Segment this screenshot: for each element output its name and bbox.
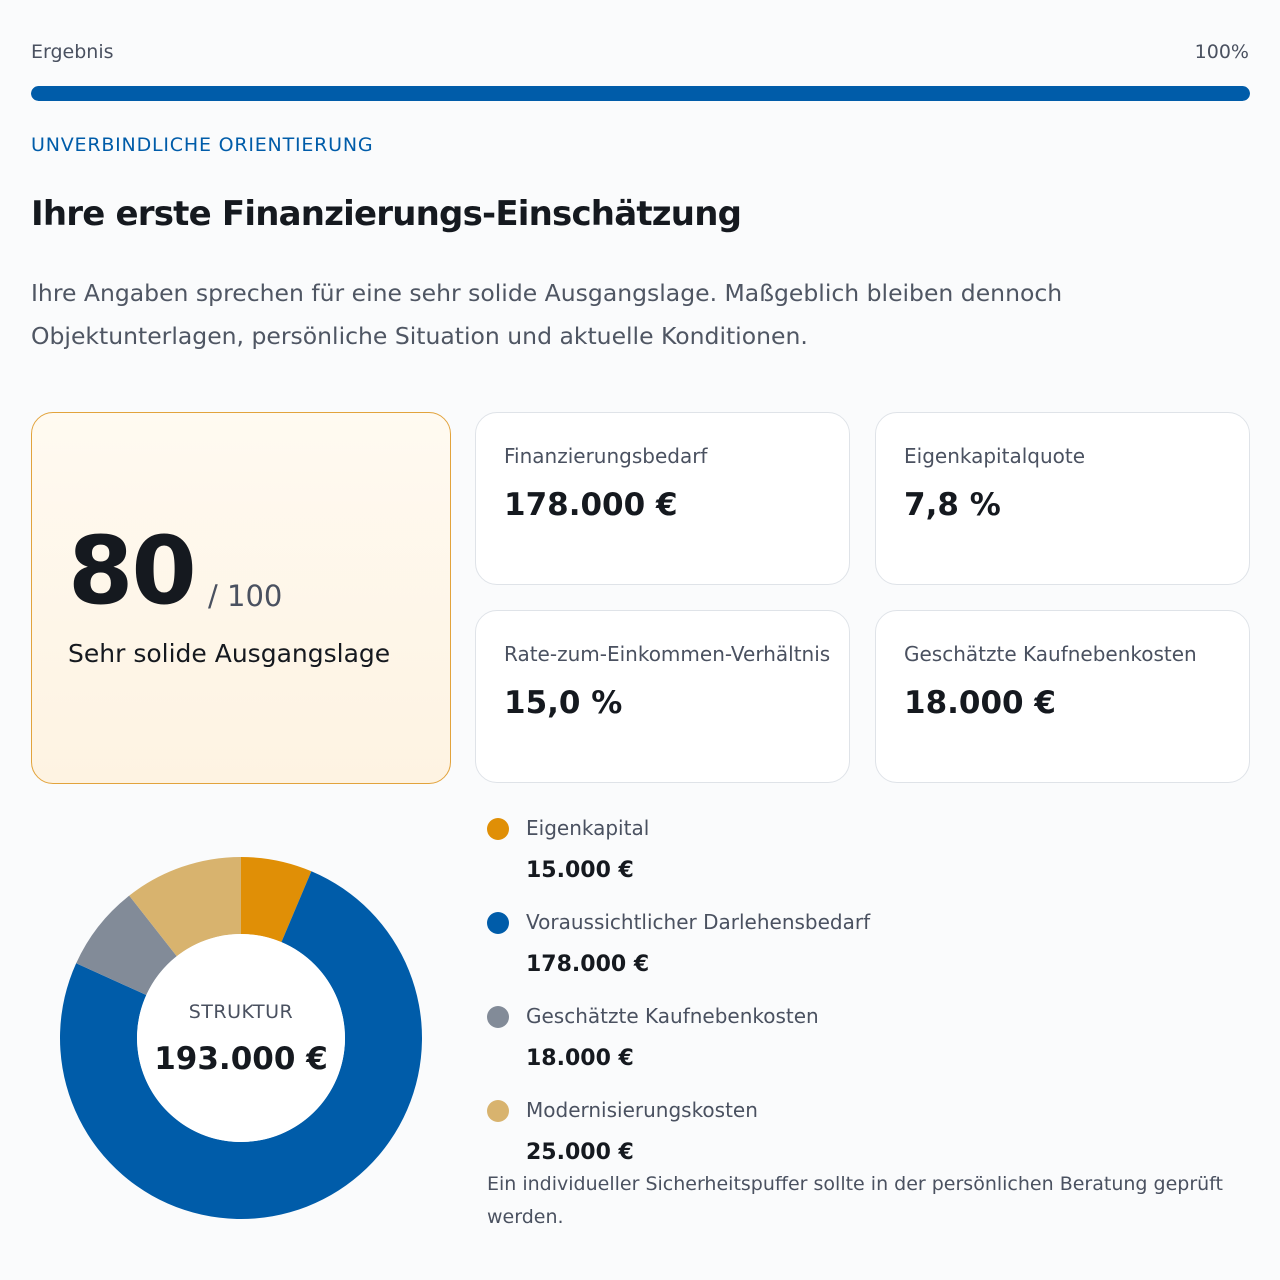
- legend-value: 178.000 €: [526, 952, 650, 977]
- donut-segment-2: [59, 871, 422, 1219]
- metric-label: Finanzierungsbedarf: [504, 444, 708, 468]
- donut-center-label: STRUKTUR: [188, 1001, 294, 1023]
- progress-bar-fill: [31, 86, 1250, 101]
- score-max: / 100: [208, 579, 283, 613]
- structure-donut-chart: STRUKTUR 193.000 €: [59, 857, 422, 1219]
- progress-bar: [31, 86, 1250, 101]
- donut-center-value: 193.000 €: [154, 1041, 328, 1077]
- donut-svg: [59, 857, 422, 1219]
- metric-card-financing-need: Finanzierungsbedarf 178.000 €: [475, 412, 850, 585]
- intro-text: Ihre Angaben sprechen für eine sehr soli…: [31, 279, 1063, 350]
- metric-label: Eigenkapitalquote: [904, 444, 1086, 468]
- legend-name: Geschätzte Kaufnebenkosten: [526, 1004, 819, 1028]
- eyebrow-label: UNVERBINDLICHE ORIENTIERUNG: [31, 134, 374, 156]
- legend-item-loan: Voraussichtlicher Darlehensbedarf 178.00…: [486, 906, 1246, 1000]
- donut-hole: [137, 934, 345, 1142]
- donut-segment-4: [129, 857, 241, 957]
- legend-name: Modernisierungskosten: [526, 1098, 758, 1122]
- metric-value: 7,8 %: [904, 487, 1001, 523]
- legend-dot: [487, 1006, 509, 1028]
- legend-item-closing-costs: Geschätzte Kaufnebenkosten 18.000 €: [486, 1000, 1246, 1094]
- legend-dot: [487, 818, 509, 840]
- legend-value: 25.000 €: [526, 1140, 634, 1165]
- legend-value: 15.000 €: [526, 858, 634, 883]
- structure-legend: Eigenkapital 15.000 € Voraussichtlicher …: [486, 812, 1246, 1188]
- legend-name: Voraussichtlicher Darlehensbedarf: [526, 910, 871, 934]
- score-value: 80: [68, 517, 197, 626]
- score-label: Sehr solide Ausgangslage: [68, 639, 391, 668]
- metric-card-rate-income-ratio: Rate-zum-Einkommen-Verhältnis 15,0 %: [475, 610, 850, 783]
- metric-label: Rate-zum-Einkommen-Verhältnis: [504, 642, 831, 666]
- legend-item-modernization: Modernisierungskosten 25.000 €: [486, 1094, 1246, 1188]
- legend-dot: [487, 1100, 509, 1122]
- metric-card-equity-ratio: Eigenkapitalquote 7,8 %: [875, 412, 1250, 585]
- metric-value: 178.000 €: [504, 487, 678, 523]
- donut-segment-1: [241, 857, 312, 943]
- footnote: Ein individueller Sicherheitspuffer soll…: [487, 1173, 1223, 1228]
- legend-name: Eigenkapital: [526, 816, 650, 840]
- donut-segment-3: [76, 895, 177, 996]
- score-card: 80 / 100 Sehr solide Ausgangslage: [31, 412, 451, 784]
- legend-dot: [487, 912, 509, 934]
- metric-card-closing-costs: Geschätzte Kaufnebenkosten 18.000 €: [875, 610, 1250, 783]
- metric-value: 15,0 %: [504, 685, 623, 721]
- metric-label: Geschätzte Kaufnebenkosten: [904, 642, 1197, 666]
- progress-percent: 100%: [1194, 41, 1249, 63]
- page-title: Ihre erste Finanzierungs-Einschätzung: [31, 194, 742, 234]
- legend-item-equity: Eigenkapital 15.000 €: [486, 812, 1246, 906]
- progress-header: Ergebnis 100%: [31, 40, 1249, 64]
- progress-label: Ergebnis: [31, 41, 114, 63]
- legend-value: 18.000 €: [526, 1046, 634, 1071]
- metric-value: 18.000 €: [904, 685, 1056, 721]
